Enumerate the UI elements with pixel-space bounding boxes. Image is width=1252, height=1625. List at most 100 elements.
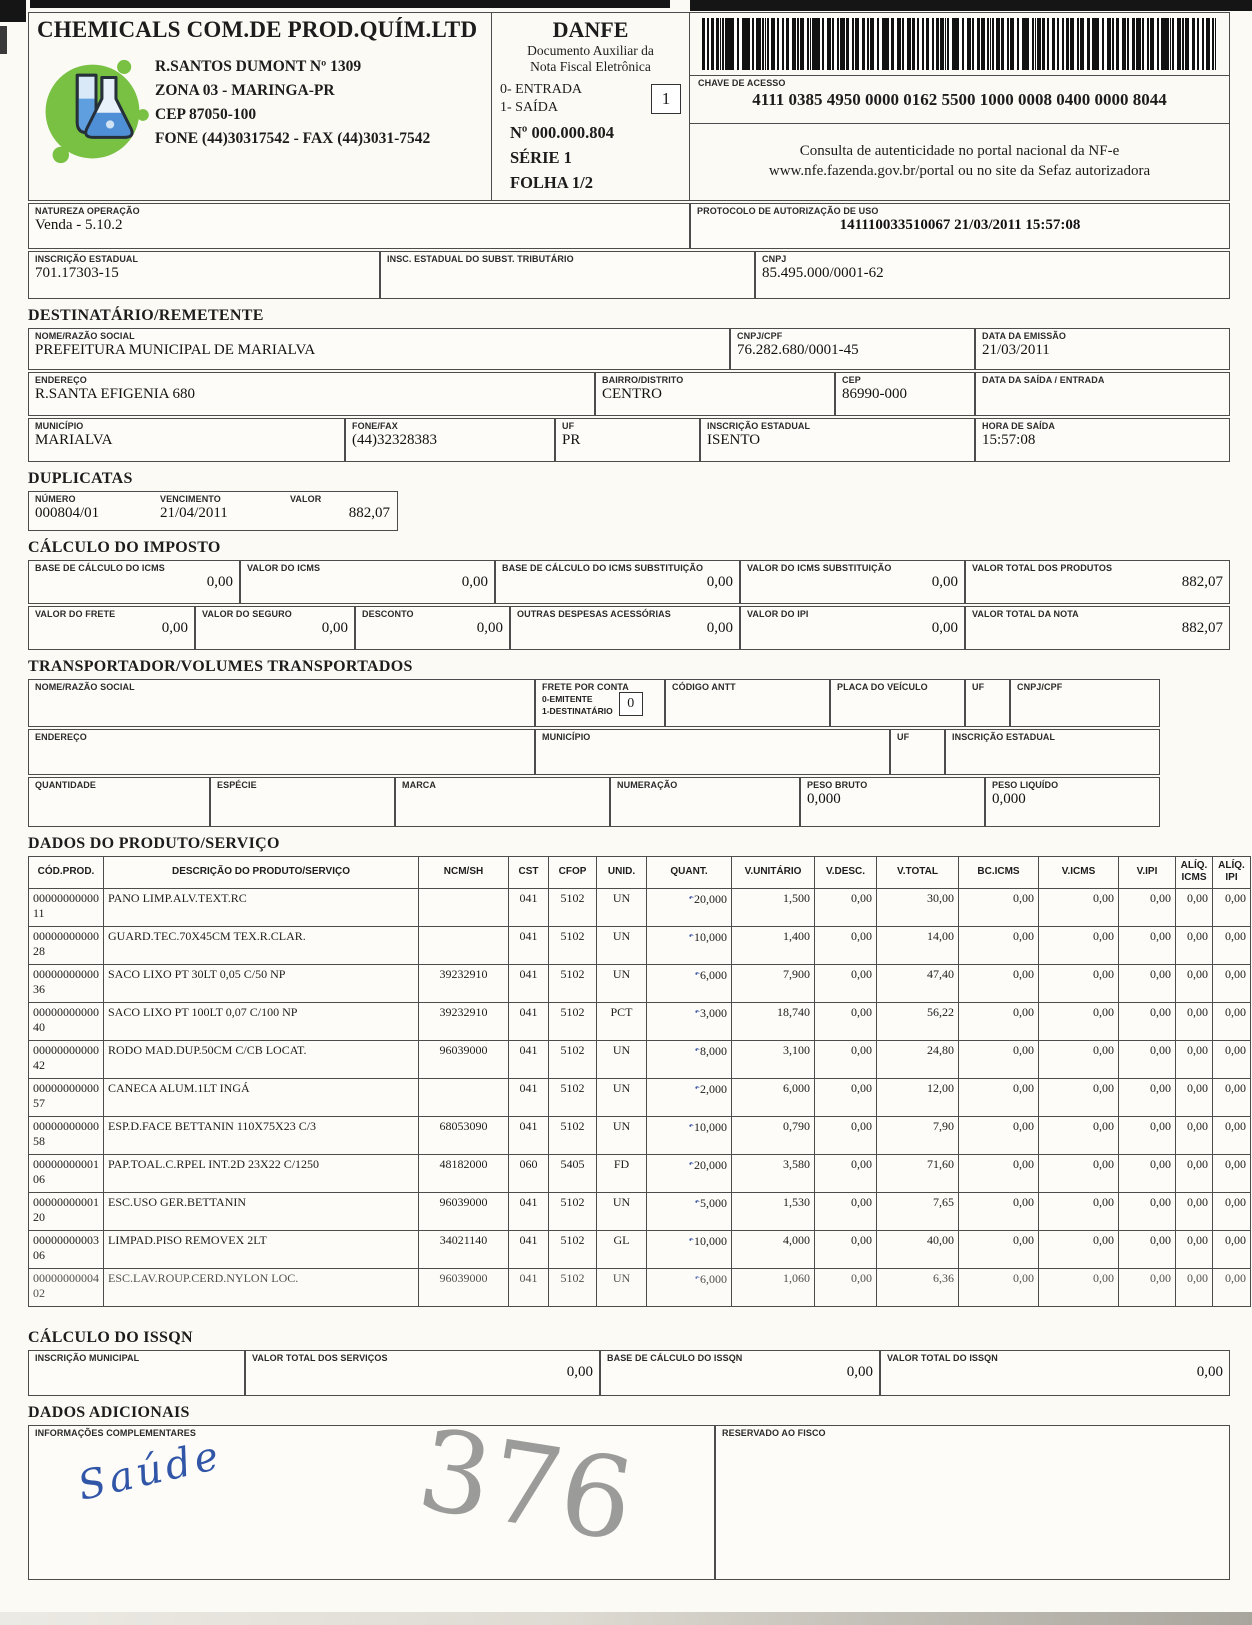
scan-artifact (0, 0, 26, 22)
field-value: 0,00 (321, 619, 348, 636)
field-label: DESCONTO (362, 608, 414, 619)
field-label: VALOR TOTAL DO ISSQN (887, 1352, 998, 1363)
field-value: 0,00 (161, 619, 188, 636)
danfe-title: DANFE (552, 17, 629, 42)
cell-valor-icms: 0,00 (1038, 1077, 1119, 1117)
field-value: ISENTO (707, 431, 761, 448)
cell-valor-unitario: 1,400 (731, 925, 815, 965)
cell-quantidade: 6,000 (646, 963, 732, 1003)
product-row: 00000000000 36 SACO LIXO PT 30LT 0,05 C/… (28, 963, 1251, 1003)
cell-cst: 041 (508, 887, 549, 927)
cell-quantidade: 10,000 (646, 925, 732, 965)
field-label: CNPJ (762, 253, 787, 264)
cell-bc-icms: 0,00 (958, 925, 1039, 965)
cell-valor-icms: 0,00 (1038, 1153, 1119, 1193)
cell-aliq-icms: 0,00 (1175, 1229, 1213, 1269)
field-value: 0,00 (476, 619, 503, 636)
cell-quantidade: 8,000 (646, 1039, 732, 1079)
cell-valor-unitario: 7,900 (731, 963, 815, 1003)
field-label: VALOR TOTAL DOS SERVIÇOS (252, 1352, 388, 1363)
cell-valor-icms: 0,00 (1038, 1267, 1119, 1307)
field-value: 21/03/2011 (982, 341, 1050, 358)
column-header: CÓD.PROD. (28, 855, 104, 889)
codigo-antt-field: CÓDIGO ANTT (665, 678, 830, 727)
field-label: CÓDIGO ANTT (672, 681, 736, 692)
cell-valor-unitario: 3,580 (731, 1153, 815, 1193)
cell-valor-desconto: 0,00 (814, 1191, 877, 1231)
field-label: MUNICÍPIO (542, 731, 591, 742)
cell-cod-prod: 00000000000 36 (28, 963, 104, 1003)
field-label: UF (897, 731, 910, 742)
scan-artifact (0, 1612, 1252, 1625)
field-label: PESO LIQUÍDO (992, 779, 1059, 790)
issuer-name: CHEMICALS COM.DE PROD.QUÍM.LTD (37, 17, 478, 42)
cell-cod-prod: 00000000000 58 (28, 1115, 104, 1155)
natureza-operacao-field: NATUREZA OPERAÇÃO Venda - 5.10.2 (28, 202, 690, 249)
cell-aliq-icms: 0,00 (1175, 887, 1213, 927)
field-value: 882,07 (1181, 573, 1223, 590)
uf-field: UF PR (555, 417, 700, 462)
field-label: ESPÉCIE (217, 779, 257, 790)
destinatario-cnpj-field: CNPJ/CPF 76.282.680/0001-45 (730, 327, 975, 370)
frete-options: 0-EMITENTE 1-DESTINATÁRIO (542, 694, 613, 718)
barcode (702, 18, 1217, 70)
cell-valor-ipi: 0,00 (1118, 1267, 1176, 1307)
field-label: CNPJ/CPF (737, 330, 783, 341)
cell-cod-prod: 00000000000 28 (28, 925, 104, 965)
inscricao-estadual-field: INSCRIÇÃO ESTADUAL 701.17303-15 (28, 250, 380, 299)
product-row: 00000000000 42 RODO MAD.DUP.50CM C/CB LO… (28, 1039, 1251, 1079)
cell-aliq-ipi: 0,00 (1212, 925, 1251, 965)
field-label: PLACA DO VEÍCULO (837, 681, 928, 692)
field-value: MARIALVA (35, 431, 113, 448)
cell-unidade: UN (596, 963, 647, 1003)
field-value: 882,07 (1181, 619, 1223, 636)
column-header: V.ICMS (1038, 855, 1119, 889)
cell-valor-ipi: 0,00 (1118, 1153, 1176, 1193)
cell-valor-total: 40,00 (876, 1229, 959, 1269)
cell-valor-icms: 0,00 (1038, 1001, 1119, 1041)
cell-aliq-ipi: 0,00 (1212, 887, 1251, 927)
cell-aliq-ipi: 0,00 (1212, 1115, 1251, 1155)
cell-unidade: UN (596, 1267, 647, 1307)
field-label: UF (972, 681, 985, 692)
cell-cst: 041 (508, 1267, 549, 1307)
cell-valor-unitario: 4,000 (731, 1229, 815, 1269)
cell-valor-ipi: 0,00 (1118, 1077, 1176, 1117)
field-label: INFORMAÇÕES COMPLEMENTARES (35, 1427, 196, 1438)
cell-ncm: 34021140 (418, 1229, 509, 1269)
field-label: VALOR DO FRETE (35, 608, 116, 619)
cell-valor-desconto: 0,00 (814, 1267, 877, 1307)
cell-ncm: 96039000 (418, 1039, 509, 1079)
field-label: RESERVADO AO FISCO (722, 1427, 826, 1438)
cell-bc-icms: 0,00 (958, 1191, 1039, 1231)
bc-icms-field: BASE DE CÁLCULO DO ICMS 0,00 (28, 559, 240, 604)
destinatario-nome-field: NOME/RAZÃO SOCIAL PREFEITURA MUNICIPAL D… (28, 327, 730, 370)
bc-icms-st-field: BASE DE CÁLCULO DO ICMS SUBSTITUIÇÃO 0,0… (495, 559, 740, 604)
cell-quantidade: 5,000 (646, 1191, 732, 1231)
field-label: NUMERAÇÃO (617, 779, 678, 790)
transportador-municipio-field: MUNICÍPIO (535, 728, 890, 775)
field-value: 85.495.000/0001-62 (762, 264, 884, 281)
municipio-field: MUNICÍPIO MARIALVA (28, 417, 345, 462)
hora-saida-field: HORA DE SAÍDA 15:57:08 (975, 417, 1230, 462)
field-value: 701.17303-15 (35, 264, 119, 281)
cell-unidade: UN (596, 1077, 647, 1117)
field-label: INSCRIÇÃO ESTADUAL (707, 420, 811, 431)
scan-artifact (30, 0, 670, 8)
valor-servicos-field: VALOR TOTAL DOS SERVIÇOS 0,00 (245, 1349, 600, 1396)
cell-bc-icms: 0,00 (958, 1115, 1039, 1155)
field-value: 15:57:08 (982, 431, 1036, 448)
transportador-nome-field: NOME/RAZÃO SOCIAL (28, 678, 535, 727)
cell-cfop: 5102 (548, 925, 597, 965)
cell-descricao: RODO MAD.DUP.50CM C/CB LOCAT. (103, 1039, 419, 1079)
cell-descricao: GUARD.TEC.70X45CM TEX.R.CLAR. (103, 925, 419, 965)
cell-valor-icms: 0,00 (1038, 887, 1119, 927)
valor-seguro-field: VALOR DO SEGURO 0,00 (195, 605, 355, 650)
bairro-field: BAIRRO/DISTRITO CENTRO (595, 371, 835, 416)
transportador-cnpj-field: CNPJ/CPF (1010, 678, 1160, 727)
column-header: ALÍQ. IPI (1212, 855, 1251, 889)
desconto-field: DESCONTO 0,00 (355, 605, 510, 650)
cell-aliq-ipi: 0,00 (1212, 1039, 1251, 1079)
field-label: MARCA (402, 779, 436, 790)
outras-despesas-field: OUTRAS DESPESAS ACESSÓRIAS 0,00 (510, 605, 740, 650)
